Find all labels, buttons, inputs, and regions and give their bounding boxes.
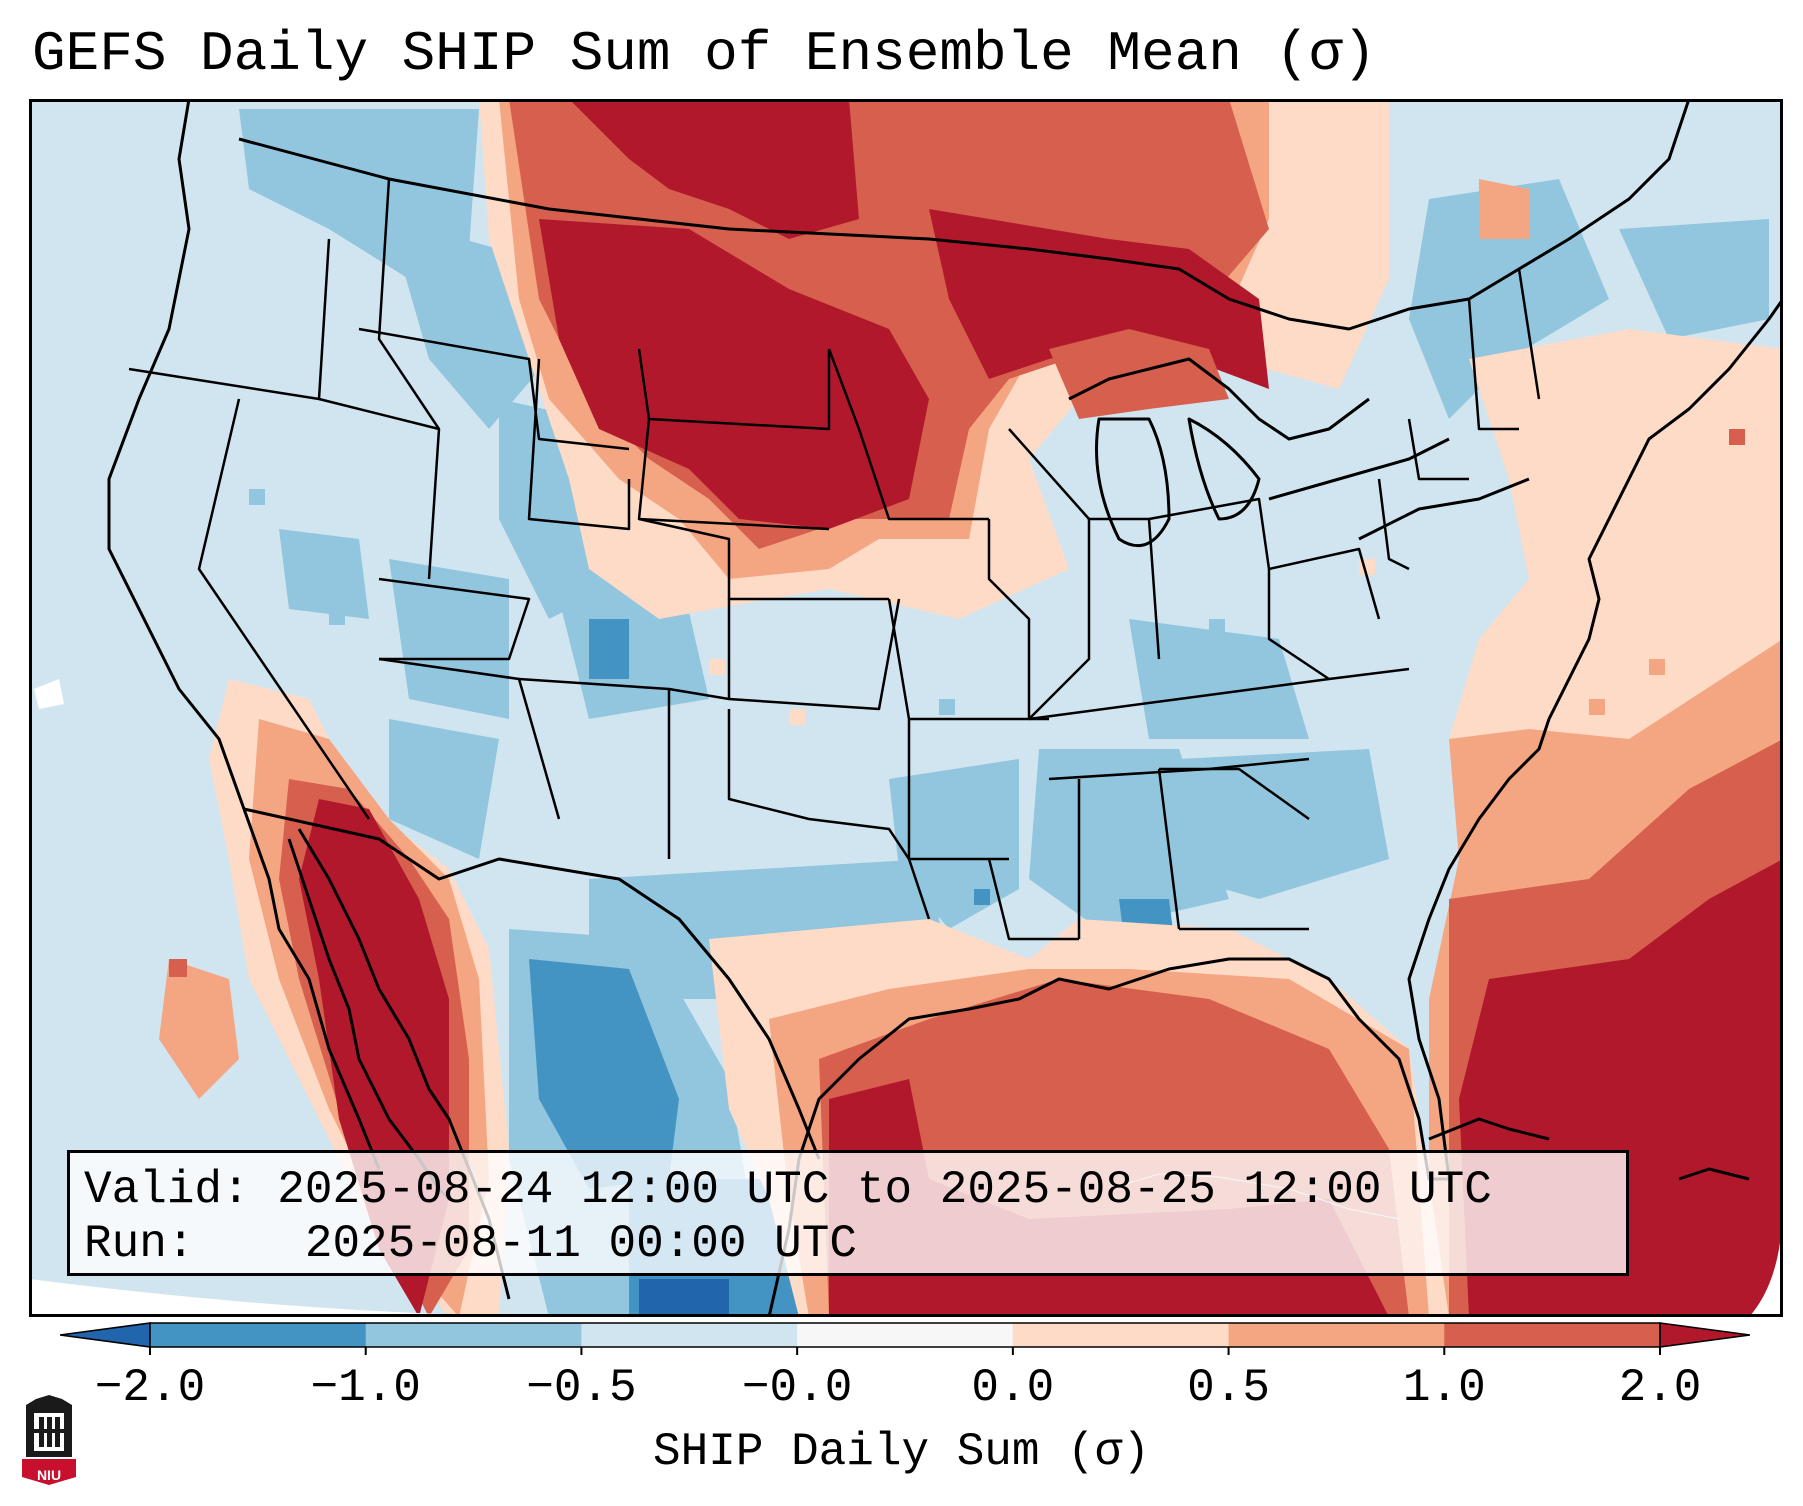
map-svg[interactable] [29,99,1783,1317]
run-value: 2025-08-11 00:00 UTC [304,1218,857,1270]
colorbar-tick-label: 1.0 [1402,1362,1486,1414]
map-panel[interactable] [29,99,1783,1317]
colorbar-bin-4 [1012,1323,1230,1347]
colorbar-svg [59,1322,1751,1357]
no-data-edge [29,1279,589,1317]
colorbar-tick-label: −1.0 [310,1362,421,1414]
national-borders [238,99,1691,1160]
no-data-speck [34,679,64,709]
valid-value: 2025-08-24 12:00 UTC to 2025-08-25 12:00… [277,1164,1492,1216]
colorbar-bin-0 [150,1323,367,1347]
colorbar-tick-label: 2.0 [1618,1362,1702,1414]
map-border [29,99,1783,1317]
colorbar-label: SHIP Daily Sum (σ) [653,1426,1150,1478]
state-borders [128,178,1541,941]
map-title: GEFS Daily SHIP Sum of Ensemble Mean (σ) [32,22,1377,86]
colorbar-tick-label: −0.0 [741,1362,853,1414]
field-speckles [169,429,1745,977]
valid-run-infobox: Valid: 2025-08-24 12:00 UTC to 2025-08-2… [67,1150,1629,1276]
niu-logo: NIU [20,1395,78,1485]
niu-logo-text: NIU [36,1467,62,1483]
run-label: Run: [84,1218,195,1270]
colorbar-over-arrow [1659,1322,1751,1348]
colorbar-bin-3 [797,1323,1014,1347]
niu-logo-icon [22,1395,76,1485]
colorbar-bin-6 [1444,1323,1661,1347]
valid-label: Valid: [84,1164,250,1216]
colorbar-outline [149,1322,1661,1348]
colorbar-bin-5 [1228,1323,1445,1347]
colorbar-tick-label: −0.5 [526,1362,637,1414]
colorbar-tick-label: 0.5 [1187,1362,1270,1414]
colorbar-bin-2 [581,1323,798,1347]
colorbar [59,1315,1751,1360]
colorbar-tick-label: −2.0 [94,1362,206,1414]
no-data-edge-right [1749,1199,1783,1317]
colorbar-under-arrow [59,1322,151,1348]
colorbar-bin-1 [365,1323,582,1347]
colorbar-tick-label: 0.0 [971,1362,1055,1414]
